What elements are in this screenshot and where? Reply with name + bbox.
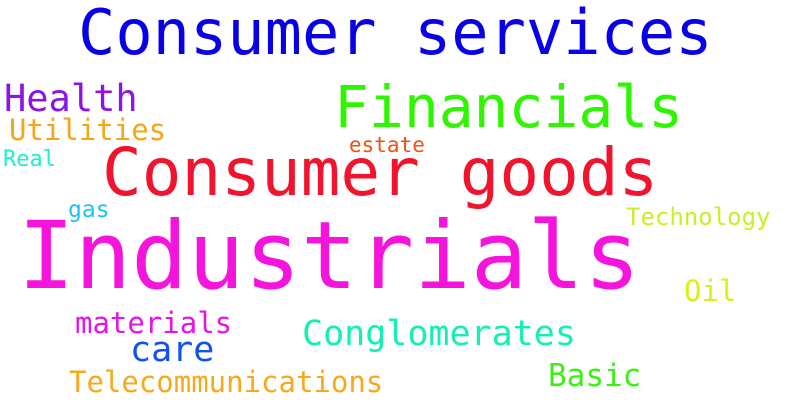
word-health: Health [4,77,138,120]
word-industrials: Industrials [18,202,641,311]
word-real: Real [3,147,56,172]
word-conglomerates: Conglomerates [302,314,576,354]
word-consumer-services: Consumer services [78,0,713,69]
word-materials: materials [75,306,233,340]
word-basic: Basic [548,358,642,394]
word-oil: Oil [684,274,737,308]
word-financials: Financials [334,73,684,141]
word-estate: estate [349,133,425,157]
word-telecommunications: Telecommunications [69,365,384,399]
word-consumer-goods: Consumer goods [102,134,659,211]
word-utilities: Utilities [9,113,167,147]
word-technology: Technology [626,203,771,231]
word-care: care [130,330,215,370]
word-gas: gas [68,197,110,223]
